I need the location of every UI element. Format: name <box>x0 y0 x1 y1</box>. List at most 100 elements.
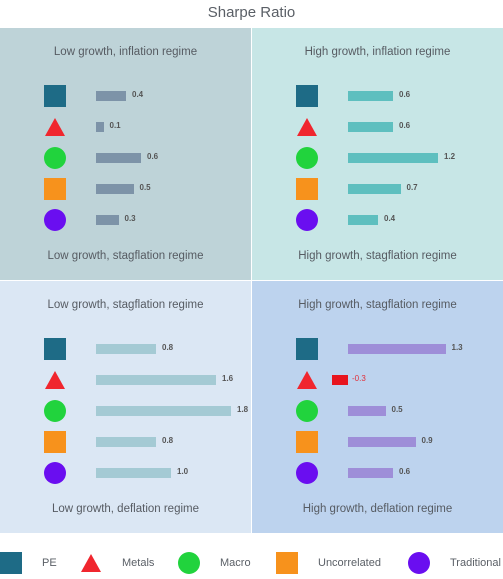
data-label: 1.2 <box>444 152 456 161</box>
chart-row: 0.5 <box>252 398 503 426</box>
chart-title: Sharpe Ratio <box>207 4 296 21</box>
chart-row: 1.0 <box>0 460 251 488</box>
bar <box>332 375 348 385</box>
chart-row: 0.4 <box>252 207 503 235</box>
chart-row: 0.6 <box>252 83 503 111</box>
data-label: 0.8 <box>162 436 174 445</box>
data-label: 1.3 <box>451 343 463 352</box>
bar <box>96 215 119 225</box>
uncorrelated-square-icon <box>296 178 318 200</box>
legend: PE Metals Macro Uncorrelated Traditional <box>0 545 503 575</box>
bar <box>348 153 438 163</box>
legend-label: Metals <box>122 557 155 569</box>
regime-panel: High growth, stagflation regime High grow… <box>252 281 503 533</box>
uncorrelated-square-icon <box>44 178 66 200</box>
chart-row: 1.8 <box>0 398 251 426</box>
pe-square-icon <box>44 338 66 360</box>
panel-top-label: Low growth, inflation regime <box>53 46 198 58</box>
bar <box>96 184 134 194</box>
legend-label: PE <box>42 557 57 569</box>
panel-top-label: High growth, inflation regime <box>304 46 451 58</box>
bar <box>348 215 378 225</box>
metals-triangle-icon <box>296 116 318 138</box>
data-label: 1.8 <box>237 405 249 414</box>
uncorrelated-square-icon <box>276 552 298 574</box>
bar <box>96 406 231 416</box>
macro-circle-icon <box>178 552 200 574</box>
pe-square-icon <box>44 85 66 107</box>
chart-row: 0.6 <box>252 460 503 488</box>
panel-bottom-label: High growth, stagflation regime <box>298 250 457 262</box>
bar <box>348 184 401 194</box>
macro-circle-icon <box>44 400 66 422</box>
chart-row: 1.6 <box>0 367 251 395</box>
metals-triangle-icon <box>44 369 66 391</box>
chart-row: 0.1 <box>0 114 251 142</box>
panel-bottom-label: High growth, deflation regime <box>302 503 453 515</box>
chart-row: 0.6 <box>0 145 251 173</box>
bar <box>348 437 416 447</box>
pe-square-icon <box>0 552 22 574</box>
bar <box>348 91 393 101</box>
data-label: 1.0 <box>177 467 189 476</box>
chart-row: -0.3 <box>252 367 503 395</box>
chart-row: 0.6 <box>252 114 503 142</box>
data-label: 0.6 <box>399 121 411 130</box>
data-label: 0.6 <box>147 152 159 161</box>
data-label: 0.5 <box>391 405 403 414</box>
bar <box>96 468 171 478</box>
data-label: 0.1 <box>109 121 121 130</box>
bar <box>96 91 126 101</box>
macro-circle-icon <box>296 147 318 169</box>
panel-top-label: High growth, stagflation regime <box>298 299 457 311</box>
regime-panel: Low growth, stagflation regime Low growth… <box>0 281 251 533</box>
regime-panel: Low growth, inflation regime Low growth, … <box>0 28 251 280</box>
legend-label: Traditional <box>450 557 501 569</box>
metals-triangle-icon <box>296 369 318 391</box>
data-label: 0.9 <box>421 436 433 445</box>
metals-triangle-icon <box>80 552 102 574</box>
traditional-circle-icon <box>296 209 318 231</box>
data-label: 0.6 <box>399 90 411 99</box>
chart-row: 0.8 <box>0 336 251 364</box>
data-label: 0.4 <box>384 214 396 223</box>
chart-row: 1.3 <box>252 336 503 364</box>
data-label: 0.4 <box>132 90 144 99</box>
chart-row: 0.8 <box>0 429 251 457</box>
macro-circle-icon <box>44 147 66 169</box>
legend-label: Macro <box>220 557 251 569</box>
data-label: 0.5 <box>139 183 151 192</box>
chart-row: 0.9 <box>252 429 503 457</box>
legend-item: Metals <box>0 545 503 575</box>
data-label: 0.3 <box>124 214 136 223</box>
data-label: -0.3 <box>352 374 366 383</box>
chart-row: 1.2 <box>252 145 503 173</box>
legend-item: Uncorrelated <box>0 545 503 575</box>
bar <box>96 437 156 447</box>
bar <box>348 344 446 354</box>
bar <box>96 122 104 132</box>
panel-top-label: Low growth, stagflation regime <box>47 299 204 311</box>
legend-item: Macro <box>0 545 503 575</box>
bar <box>96 153 141 163</box>
chart-row: 0.4 <box>0 83 251 111</box>
data-label: 0.6 <box>399 467 411 476</box>
bar <box>348 468 393 478</box>
regime-panel: High growth, inflation regime High growth… <box>252 28 503 280</box>
traditional-circle-icon <box>408 552 430 574</box>
legend-item: Traditional <box>0 545 503 575</box>
bar <box>96 344 156 354</box>
chart-row: 0.5 <box>0 176 251 204</box>
legend-label: Uncorrelated <box>318 557 381 569</box>
uncorrelated-square-icon <box>44 431 66 453</box>
data-label: 0.8 <box>162 343 174 352</box>
traditional-circle-icon <box>44 462 66 484</box>
uncorrelated-square-icon <box>296 431 318 453</box>
panel-bottom-label: Low growth, deflation regime <box>51 503 200 515</box>
bar <box>348 406 386 416</box>
chart-row: 0.7 <box>252 176 503 204</box>
macro-circle-icon <box>296 400 318 422</box>
bar <box>96 375 216 385</box>
data-label: 0.7 <box>406 183 418 192</box>
panel-bottom-label: Low growth, stagflation regime <box>47 250 204 262</box>
